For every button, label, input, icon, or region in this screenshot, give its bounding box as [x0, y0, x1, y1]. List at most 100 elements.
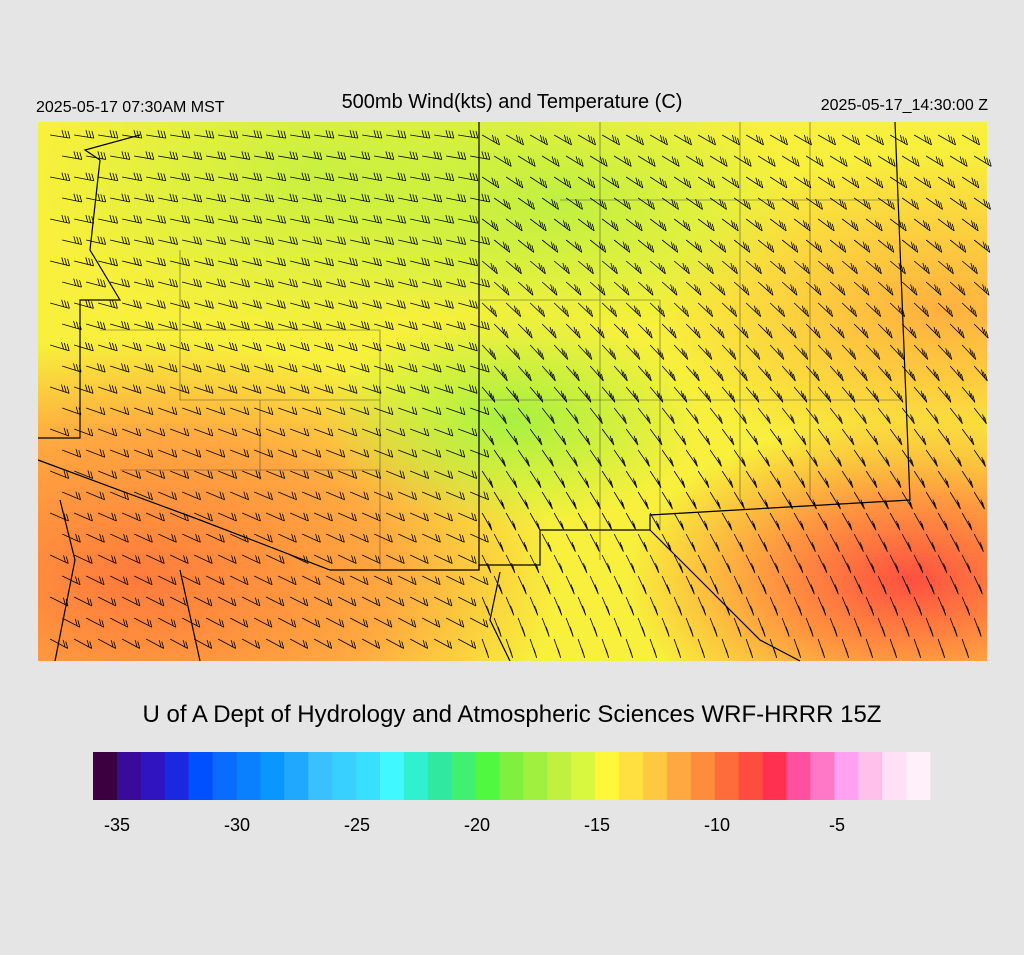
wind-barb: [470, 236, 491, 245]
wind-barb: [685, 281, 702, 296]
wind-barb: [613, 407, 627, 425]
wind-barb: [469, 449, 490, 458]
wind-barb: [589, 281, 606, 296]
wind-barb: [74, 342, 94, 352]
wind-barb: [697, 344, 713, 360]
wind-barb: [625, 176, 644, 189]
wind-barb: [745, 176, 764, 189]
wind-barb: [290, 427, 310, 437]
wind-barb: [829, 365, 844, 382]
wind-barb: [901, 617, 910, 637]
colorbar-label: -35: [104, 815, 130, 835]
wind-barb: [565, 323, 581, 339]
wind-barb: [613, 617, 622, 637]
wind-barb: [841, 596, 851, 616]
wind-barb: [445, 617, 465, 628]
wind-barb: [577, 302, 594, 318]
wind-barb: [458, 214, 479, 224]
wind-barb: [242, 214, 263, 224]
wind-barb: [529, 554, 540, 574]
wind-barb: [314, 172, 335, 182]
wind-barb: [625, 512, 637, 531]
colorbar: -35 -30 -25 -20 -15 -10 -5: [93, 752, 931, 835]
wind-barb: [841, 344, 857, 360]
wind-barb: [601, 512, 613, 531]
wind-barb: [265, 638, 285, 649]
wind-barb: [673, 260, 690, 275]
wind-barb: [362, 172, 383, 182]
wind-barb: [541, 617, 550, 637]
colorbar-box: [906, 752, 931, 800]
wind-barb: [517, 281, 534, 296]
wind-barb: [205, 575, 225, 586]
wind-barb: [325, 575, 345, 586]
wind-barb: [697, 596, 707, 616]
colorbar-box: [619, 752, 644, 800]
wind-barb: [613, 239, 631, 253]
wind-barb: [589, 449, 602, 467]
wind-barb: [217, 512, 237, 522]
wind-barb: [841, 428, 855, 446]
wind-barb: [481, 134, 500, 146]
wind-barb: [193, 554, 213, 564]
wind-barb: [86, 236, 107, 245]
wind-barb: [170, 299, 190, 309]
wind-barb: [73, 470, 94, 479]
wind-barb: [937, 260, 954, 275]
wind-barb: [386, 214, 407, 224]
wind-barb: [445, 533, 465, 543]
wind-barb: [601, 428, 615, 446]
wind-barb: [62, 278, 82, 288]
wind-barb: [685, 365, 700, 382]
wind-barb: [230, 236, 251, 245]
wind-barb: [206, 363, 226, 373]
wind-barb: [218, 299, 238, 309]
wind-barb: [157, 449, 178, 458]
wind-barb: [529, 134, 548, 146]
wind-barb: [205, 491, 225, 501]
colorbar-box: [834, 752, 859, 800]
wind-barb: [901, 575, 911, 595]
wind-barb: [146, 130, 167, 139]
wind-barb: [181, 617, 201, 628]
wind-barb: [865, 134, 884, 146]
colorbar-box: [284, 752, 309, 800]
wind-barb: [829, 575, 839, 595]
wind-barb: [374, 278, 394, 288]
wind-barb: [194, 299, 214, 309]
wind-barb: [445, 491, 465, 501]
wind-barb: [374, 406, 394, 416]
wind-barb: [925, 575, 935, 595]
wind-barb: [134, 151, 155, 160]
wind-barb: [925, 197, 943, 210]
wind-barb: [949, 155, 968, 167]
wind-barb: [145, 512, 165, 522]
wind-barb: [613, 197, 631, 210]
wind-barb: [254, 278, 274, 288]
wind-barb: [278, 363, 298, 373]
wind-barb: [157, 617, 177, 628]
wind-barb: [661, 365, 676, 382]
wind-barb: [625, 554, 636, 574]
wind-barb: [517, 365, 532, 382]
wind-barb: [733, 323, 749, 339]
wind-barb: [517, 407, 531, 425]
wind-barb: [841, 302, 858, 318]
wind-barb: [373, 575, 393, 586]
wind-barb: [709, 491, 721, 510]
wind-barb: [721, 134, 740, 146]
wind-barb: [241, 638, 261, 649]
wind-barb: [146, 427, 166, 437]
wind-barb: [517, 617, 526, 637]
wind-barb: [757, 365, 772, 382]
wind-barb: [685, 239, 703, 253]
wind-barb: [865, 344, 881, 360]
wind-barb: [577, 470, 590, 489]
wind-barb: [481, 218, 499, 232]
wind-barb: [98, 257, 118, 267]
wind-barb: [697, 302, 714, 318]
wind-barb: [733, 533, 744, 552]
wind-barb: [133, 533, 153, 543]
wind-barb: [853, 407, 867, 425]
wind-barb: [853, 197, 871, 210]
